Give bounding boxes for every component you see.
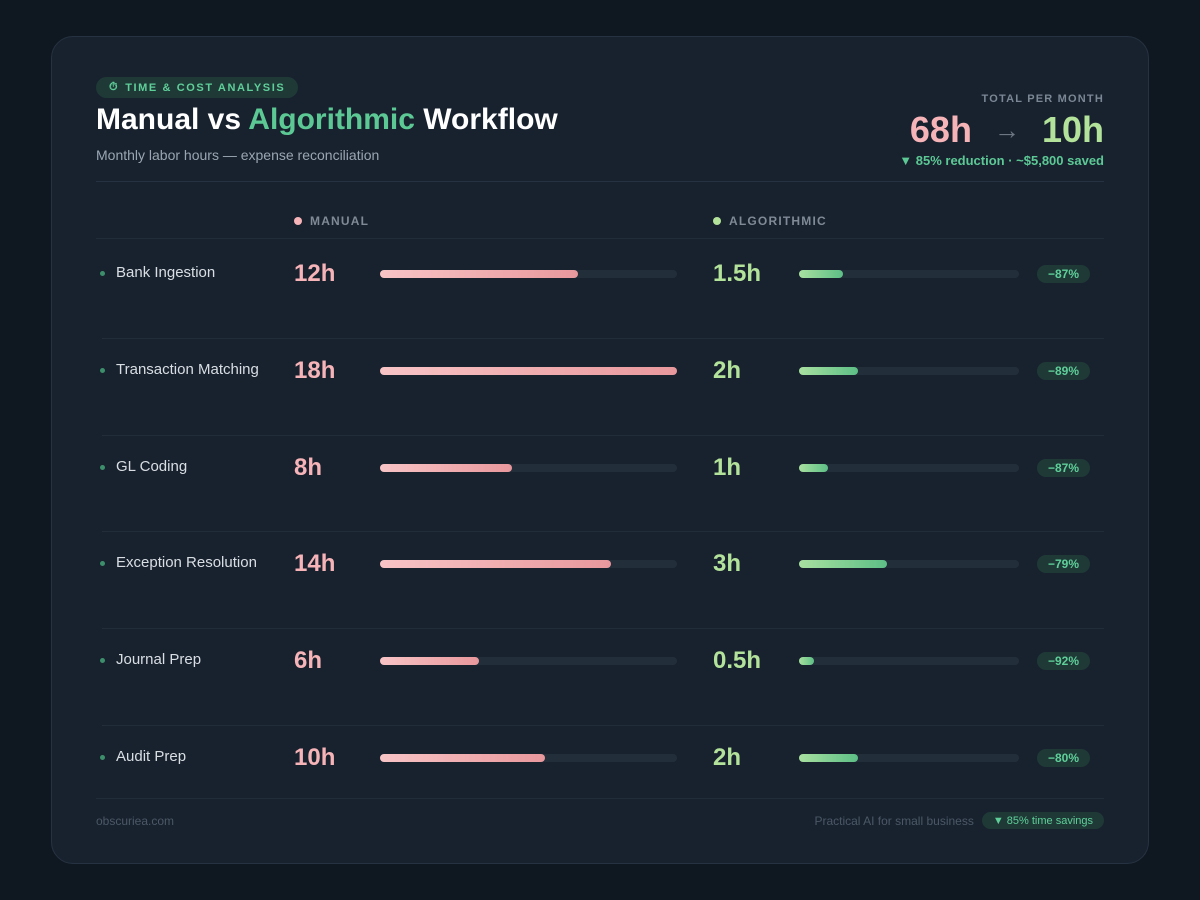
reduction-badge: −87% [1037,265,1091,283]
table-row: Transaction Matching 18h 2h −89% [96,339,1104,436]
reduction-badge: −79% [1037,555,1091,574]
header-divider [96,181,1104,182]
algorithmic-bar [799,463,829,472]
manual-bar [380,463,512,472]
total-manual-value: 68h [909,109,972,150]
manual-value-label: 8h [294,453,323,481]
row-bullet [100,755,105,760]
table-row: Exception Resolution 14h 3h −79% [96,532,1104,629]
category-label: Audit Prep [116,748,187,765]
category-label: Transaction Matching [116,360,259,378]
footer-savings-pill: ▼ 85% time savings [981,812,1104,829]
algorithmic-bar [799,754,858,762]
algorithmic-bar-track [799,754,1019,762]
column-header-algorithmic-label: ALGORITHMIC [729,214,827,228]
reduction-badge: −87% [1037,458,1091,477]
category-label: GL Coding [116,457,188,475]
manual-bar [380,754,545,762]
category-label: Bank Ingestion [116,264,216,281]
section-badge-label: TIME & COST ANALYSIS [125,81,286,94]
row-separator [102,725,1104,726]
manual-value-label: 18h [294,356,336,384]
column-header-manual-label: MANUAL [310,214,370,228]
page-subtitle: Monthly labor hours — expense reconcilia… [96,147,380,163]
algorithmic-bar [799,560,887,569]
title-part-2: Workflow [414,103,558,136]
manual-bar [380,366,677,375]
manual-bar [380,560,611,569]
row-bullet [100,271,105,276]
category-label: Journal Prep [116,651,202,669]
footer-site: obscuriea.com [96,814,175,828]
comparison-rows: Bank Ingestion 12h 1.5h −87% Transaction Mat… [52,37,1148,863]
footer-divider [96,798,1104,799]
reduction-badge: −89% [1037,361,1091,380]
algorithmic-value-label: 2h [713,356,742,384]
algorithmic-bar-track [799,560,1019,569]
manual-bar [380,657,479,666]
row-bullet [100,367,105,373]
title-part-1: Manual vs [96,103,249,136]
total-algorithmic-value: 10h [1041,109,1104,150]
algorithmic-bar [799,270,843,278]
manual-value-label: 14h [294,550,336,578]
manual-bar-track [380,754,677,762]
table-row: Bank Ingestion 12h 1.5h −87% [96,242,1104,339]
manual-legend-dot [294,217,302,225]
manual-value-label: 12h [294,260,336,287]
algorithmic-bar-track [799,657,1019,666]
algorithmic-value-label: 1.5h [713,260,762,287]
algorithmic-bar-track [799,366,1019,375]
manual-bar [380,270,578,278]
row-bullet [100,561,105,567]
totals-label: TOTAL PER MONTH [981,93,1104,105]
algorithmic-value-label: 0.5h [713,647,762,675]
totals-reduction-note: ▼ 85% reduction · ~$5,800 saved [899,153,1104,168]
algorithmic-legend-dot [713,217,721,225]
manual-bar-track [380,366,677,375]
manual-bar-track [380,560,677,569]
column-header-manual: MANUAL [294,214,369,228]
footer-right: Practical AI for small business ▼ 85% ti… [814,812,1104,829]
row-separator [102,628,1104,630]
analysis-card: ⏱ TIME & COST ANALYSIS Manual vs Algorit… [51,36,1149,864]
manual-bar-track [380,657,677,666]
manual-bar-track [380,463,677,472]
section-badge: ⏱ TIME & COST ANALYSIS [96,77,299,98]
column-header-algorithmic: ALGORITHMIC [713,214,827,228]
row-bullet [100,658,105,664]
reduction-badge: −92% [1037,652,1091,671]
algorithmic-value-label: 1h [713,453,742,481]
category-label: Exception Resolution [116,554,257,572]
algorithmic-value-label: 3h [713,550,742,578]
reduction-badge: −80% [1037,749,1091,767]
column-header-divider [96,238,1104,239]
algorithmic-bar [799,366,858,375]
row-bullet [100,464,105,470]
table-row: GL Coding 8h 1h −87% [96,436,1104,533]
algorithmic-bar-track [799,270,1019,278]
algorithmic-bar-track [799,463,1019,472]
row-separator [102,434,1104,436]
arrow-right-icon: → [993,114,1020,145]
table-row: Audit Prep 10h 2h −80% [96,726,1104,823]
totals-panel: TOTAL PER MONTH 68h → 10h ▼ 85% reductio… [899,93,1104,168]
page-title: Manual vs Algorithmic Workflow [96,103,558,137]
row-separator [102,531,1104,533]
table-row: Journal Prep 6h 0.5h −92% [96,629,1104,726]
title-accent: Algorithmic [248,103,415,136]
algorithmic-value-label: 2h [713,744,742,771]
manual-bar-track [380,270,677,278]
footer-tagline: Practical AI for small business [814,813,974,828]
manual-value-label: 10h [294,744,336,771]
algorithmic-bar [799,657,814,666]
manual-value-label: 6h [294,647,323,675]
stopwatch-icon: ⏱ [109,81,120,93]
row-separator [102,337,1104,339]
totals-values: 68h → 10h [899,109,1104,151]
